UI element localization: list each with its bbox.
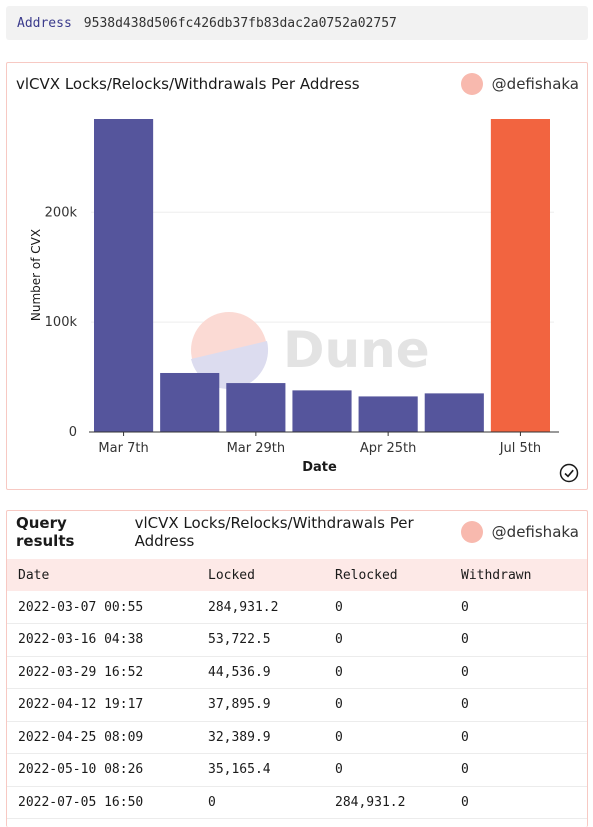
results-header: Query results vlCVX Locks/Relocks/Withdr… [7, 511, 587, 553]
bar-chart: Dune 0 100k 200k Mar 7th Mar 29th Apr 25th Jul… [29, 119, 559, 475]
cell-relocked: 0 [335, 753, 461, 787]
table-row: 2022-04-12 19:17 37,895.9 0 0 [7, 688, 587, 722]
bar-locked [226, 383, 286, 432]
bars [94, 119, 550, 432]
table-row: 2022-04-25 08:09 32,389.9 0 0 [7, 721, 587, 754]
author-avatar [460, 521, 483, 543]
check-circle-icon[interactable] [559, 463, 579, 483]
cell-withdrawn: 0 [461, 753, 587, 787]
cell-date: 2022-05-10 08:26 [7, 753, 208, 787]
x-axis-title: Date [302, 460, 337, 475]
table-row: 2022-05-10 08:26 35,165.4 0 0 [7, 753, 587, 787]
cell-withdrawn: 0 [461, 786, 587, 819]
cell-locked: 37,895.9 [208, 688, 335, 722]
x-tick-label: Jul 5th [499, 441, 541, 456]
x-tick-label: Mar 7th [98, 441, 148, 456]
bar-locked [292, 390, 352, 432]
bar-locked [424, 393, 484, 432]
address-value[interactable]: 9538d438d506fc426db37fb83dac2a0752a02757 [83, 15, 397, 31]
y-tick-label: 100k [45, 315, 78, 330]
axes: 0 100k 200k Mar 7th Mar 29th Apr 25th Jul 5th D… [29, 205, 559, 475]
cell-locked: 284,931.2 [208, 591, 335, 624]
cell-date: 2022-07-05 16:50 [7, 786, 208, 819]
address-parameter[interactable]: Address 9538d438d506fc426db37fb83dac2a07… [6, 6, 588, 40]
results-title[interactable]: vlCVX Locks/Relocks/Withdrawals Per Addr… [134, 514, 414, 550]
author-name[interactable]: @defishaka [491, 75, 579, 93]
cell-relocked: 0 [335, 623, 461, 657]
x-tick-label: Mar 29th [227, 441, 286, 456]
chart-author[interactable]: @defishaka [460, 73, 579, 95]
column-header-withdrawn[interactable]: Withdrawn [461, 567, 532, 583]
y-tick-label: 0 [69, 425, 77, 440]
x-tick-label: Apr 25th [360, 441, 417, 456]
cell-relocked: 0 [335, 721, 461, 754]
cell-withdrawn: 0 [461, 591, 587, 624]
author-avatar [460, 73, 483, 95]
cell-locked: 44,536.9 [208, 656, 335, 689]
table-header-row: Date Locked Relocked Withdrawn [7, 559, 587, 591]
cell-date: 2022-04-12 19:17 [7, 688, 208, 722]
cell-withdrawn: 0 [461, 623, 587, 657]
cell-date: 2022-03-16 04:38 [7, 623, 208, 657]
chart-card: vlCVX Locks/Relocks/Withdrawals Per Addr… [6, 62, 588, 490]
cell-locked: 53,722.5 [208, 623, 335, 657]
cell-locked: 0 [208, 786, 335, 819]
y-tick-label: 200k [45, 205, 78, 220]
table-row: 2022-03-07 00:55 284,931.2 0 0 [7, 591, 587, 624]
chart-title[interactable]: vlCVX Locks/Relocks/Withdrawals Per Addr… [16, 75, 360, 93]
table-row: 2022-03-29 16:52 44,536.9 0 0 [7, 656, 587, 689]
y-axis-title: Number of CVX [29, 229, 43, 321]
cell-withdrawn: 0 [461, 721, 587, 754]
cell-date: 2022-03-29 16:52 [7, 656, 208, 689]
results-card: Query results vlCVX Locks/Relocks/Withdr… [6, 510, 588, 827]
bar-relocked [490, 119, 550, 432]
cell-relocked: 0 [335, 656, 461, 689]
chart-header: vlCVX Locks/Relocks/Withdrawals Per Addr… [7, 63, 587, 105]
cell-relocked: 0 [335, 688, 461, 722]
column-header-locked[interactable]: Locked [208, 567, 255, 583]
cell-date: 2022-04-25 08:09 [7, 721, 208, 754]
cell-relocked: 0 [335, 591, 461, 624]
cell-locked: 32,389.9 [208, 721, 335, 754]
grid-lines [91, 211, 554, 323]
table-row: 2022-03-16 04:38 53,722.5 0 0 [7, 623, 587, 657]
cell-date: 2022-03-07 00:55 [7, 591, 208, 624]
results-label: Query results [16, 514, 75, 550]
column-header-date[interactable]: Date [18, 567, 50, 583]
cell-withdrawn: 0 [461, 656, 587, 689]
results-table: Date Locked Relocked Withdrawn 2022-03-0… [7, 559, 587, 819]
dune-watermark: Dune [191, 312, 430, 390]
author-name[interactable]: @defishaka [491, 523, 579, 541]
table-row: 2022-07-05 16:50 0 284,931.2 0 [7, 786, 587, 819]
address-label: Address [17, 15, 72, 31]
cell-withdrawn: 0 [461, 688, 587, 722]
bar-locked [160, 372, 220, 432]
bar-locked [358, 396, 418, 432]
bar-locked [94, 119, 154, 432]
results-author[interactable]: @defishaka [460, 521, 579, 543]
cell-relocked: 284,931.2 [335, 786, 461, 819]
dune-watermark-text: Dune [283, 321, 430, 379]
column-header-relocked[interactable]: Relocked [335, 567, 398, 583]
cell-locked: 35,165.4 [208, 753, 335, 787]
